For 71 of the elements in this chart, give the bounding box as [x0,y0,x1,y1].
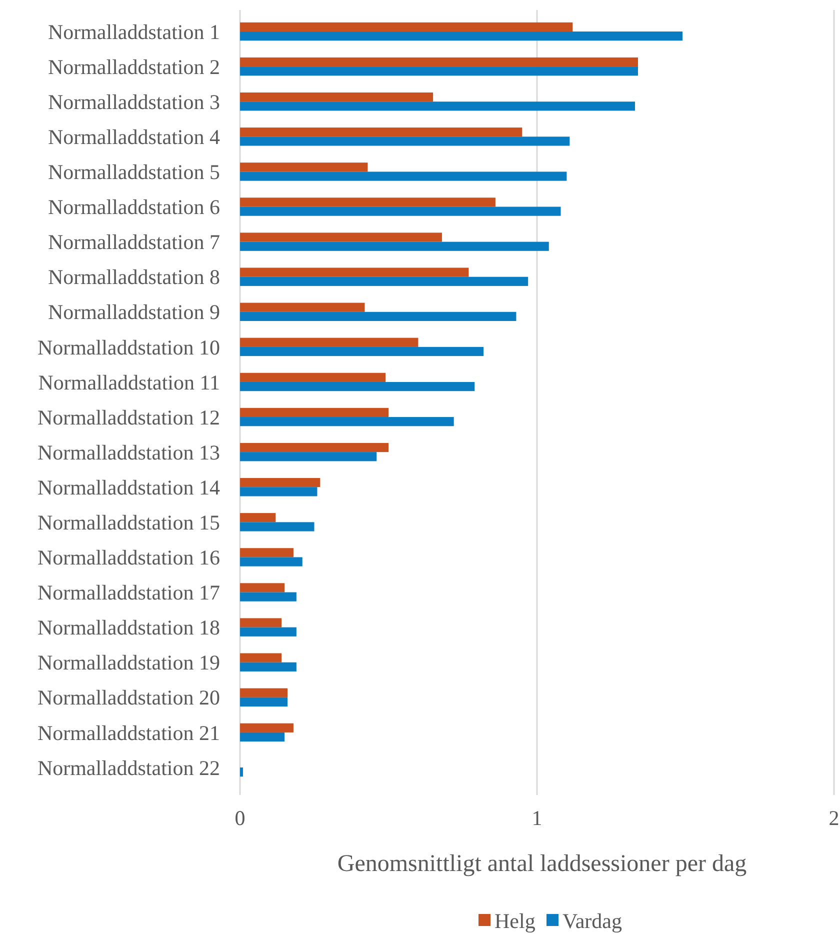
bar [240,162,368,172]
bar [240,198,496,207]
bar [240,417,454,426]
y-tick-label: Normalladdstation 17 [37,580,220,605]
y-tick-label: Normalladdstation 16 [37,546,220,570]
y-tick-label: Normalladdstation 5 [48,160,220,184]
bar [240,206,561,216]
bar [240,487,318,496]
bar [240,136,570,146]
bar [240,653,282,662]
bar [240,268,469,277]
y-tick-label: Normalladdstation 7 [48,230,220,254]
bar [240,548,294,558]
bar [240,102,636,111]
bar [240,557,302,566]
y-tick-label: Normalladdstation 13 [37,440,220,464]
bar [240,172,567,181]
bar [240,442,388,452]
y-tick-label: Normalladdstation 19 [37,650,220,675]
bar [240,57,638,67]
bar [240,66,638,76]
y-tick-label: Normalladdstation 10 [37,335,220,360]
x-tick-label: 2 [828,806,840,830]
bar [240,232,442,242]
bar [240,32,683,41]
y-tick-label: Normalladdstation 9 [48,300,220,324]
y-tick-label: Normalladdstation 6 [48,195,220,220]
y-tick-label: Normalladdstation 22 [37,756,220,780]
y-tick-label: Normalladdstation 20 [37,686,220,710]
x-axis-title: Genomsnittligt antal laddsessioner per dag [337,851,747,877]
bar [240,522,314,532]
bar [240,627,296,636]
y-tick-label: Normalladdstation 2 [48,54,220,79]
bar [240,408,388,418]
bar [240,688,288,698]
bar [240,92,434,102]
y-tick-label: Normalladdstation 1 [48,20,220,44]
bar [240,513,276,522]
bar [240,618,282,628]
bar [240,478,320,488]
bar [240,128,522,137]
bar [240,338,418,347]
y-tick-label: Normalladdstation 8 [48,265,220,290]
x-tick-label: 0 [234,806,246,830]
bar [240,372,386,382]
x-tick-label: 1 [532,806,542,830]
bar [240,723,294,732]
bar [240,242,549,251]
y-tick-label: Normalladdstation 15 [37,510,220,535]
bar [240,452,377,462]
bar [240,732,285,742]
bar [240,312,516,321]
bar [240,767,243,777]
bar [240,583,285,592]
bar [240,662,296,672]
y-tick-label: Normalladdstation 3 [48,90,220,114]
bar [240,346,484,356]
legend-label: Helg [494,909,536,933]
bar [240,382,475,392]
y-tick-label: Normalladdstation 12 [37,405,220,430]
bar [240,592,296,602]
bar [240,302,365,312]
bar [240,276,528,286]
y-tick-label: Normalladdstation 14 [37,475,220,500]
bar [240,22,573,32]
y-tick-label: Normalladdstation 4 [48,125,220,150]
y-tick-label: Normalladdstation 11 [38,370,220,394]
y-tick-label: Normalladdstation 21 [37,720,220,745]
bar [240,697,288,706]
legend-label: Vardag [562,909,622,933]
y-tick-label: Normalladdstation 18 [37,616,220,640]
